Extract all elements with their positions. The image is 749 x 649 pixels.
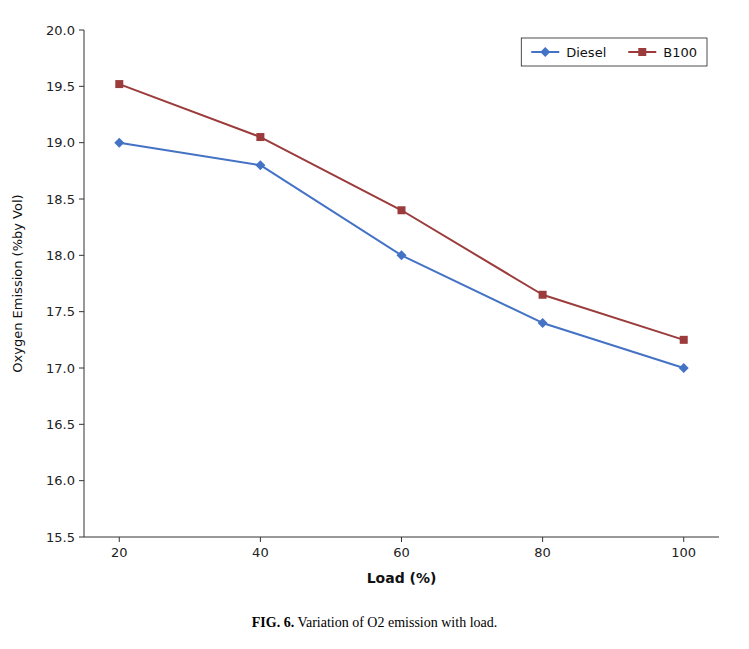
y-tick (79, 424, 84, 425)
point (115, 80, 123, 88)
x-tick (683, 537, 684, 542)
x-tick (401, 537, 402, 542)
point (255, 160, 265, 170)
legend: Diesel B100 (521, 38, 707, 66)
legend-item: Diesel (531, 45, 606, 60)
y-tick-label: 20.0 (46, 23, 75, 38)
point (114, 138, 124, 148)
y-tick-label: 16.0 (46, 473, 75, 488)
legend-item: B100 (628, 45, 697, 60)
y-tick (79, 311, 84, 312)
point (539, 291, 547, 299)
y-tick-label: 18.5 (46, 192, 75, 207)
y-tick-label: 19.0 (46, 135, 75, 150)
caption: FIG. 6. Variation of O2 emission with lo… (252, 615, 498, 630)
point (679, 363, 689, 373)
x-tick-label: 20 (111, 545, 128, 560)
series-line (119, 143, 683, 368)
point (256, 133, 264, 141)
x-tick (542, 537, 543, 542)
y-tick (79, 480, 84, 481)
x-tick-label: 100 (671, 545, 696, 560)
x-tick (119, 537, 120, 542)
x-axis-label: Load (%) (367, 570, 437, 586)
y-tick (79, 199, 84, 200)
y-tick (79, 142, 84, 143)
x-tick (260, 537, 261, 542)
caption-part: Variation of O2 emission with load. (294, 615, 497, 630)
caption-part: FIG. 6. (252, 615, 294, 630)
y-tick-label: 15.5 (46, 530, 75, 545)
y-tick (79, 30, 84, 31)
point (538, 318, 548, 328)
legend-frame (521, 38, 707, 66)
point (680, 336, 688, 344)
point (397, 250, 407, 260)
y-tick (79, 537, 84, 538)
legend-label: Diesel (566, 45, 606, 60)
y-tick (79, 255, 84, 256)
legend-marker (540, 47, 550, 57)
legend-marker (638, 48, 646, 56)
x-tick-label: 80 (534, 545, 551, 560)
x-tick-label: 60 (393, 545, 410, 560)
y-axis-label: Oxygen Emission (%by Vol) (10, 194, 25, 372)
y-tick-label: 18.0 (46, 248, 75, 263)
series-line (119, 84, 683, 340)
data-area (114, 80, 688, 373)
y-axis-line (84, 30, 85, 537)
x-tick-label: 40 (252, 545, 269, 560)
y-tick-label: 17.5 (46, 304, 75, 319)
point (398, 206, 406, 214)
y-tick-label: 17.0 (46, 361, 75, 376)
chart: 20 40 60 80 100 15.5 16.0 16.5 17.0 17.5 18.0 18.5 1… (0, 0, 749, 649)
legend-label: B100 (663, 45, 697, 60)
y-tick-label: 16.5 (46, 417, 75, 432)
y-tick (79, 86, 84, 87)
y-tick-label: 19.5 (46, 79, 75, 94)
y-tick (79, 368, 84, 369)
